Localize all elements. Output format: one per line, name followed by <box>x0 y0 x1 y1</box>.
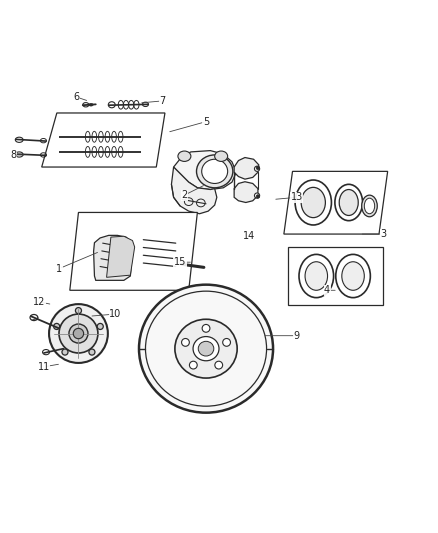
Ellipse shape <box>223 338 230 346</box>
Ellipse shape <box>89 349 95 355</box>
Ellipse shape <box>182 338 189 346</box>
Polygon shape <box>173 151 236 190</box>
Text: 10: 10 <box>109 309 121 319</box>
Ellipse shape <box>59 314 98 353</box>
Polygon shape <box>284 172 388 234</box>
Ellipse shape <box>339 190 358 215</box>
Ellipse shape <box>69 324 88 343</box>
Ellipse shape <box>342 262 364 290</box>
Ellipse shape <box>49 304 108 363</box>
Ellipse shape <box>256 166 260 169</box>
Ellipse shape <box>189 361 197 369</box>
Text: 13: 13 <box>291 192 303 203</box>
Ellipse shape <box>175 319 237 378</box>
Ellipse shape <box>198 341 214 356</box>
Polygon shape <box>171 167 217 214</box>
Ellipse shape <box>336 254 371 297</box>
Ellipse shape <box>295 180 332 225</box>
Polygon shape <box>234 158 259 179</box>
Ellipse shape <box>75 308 81 313</box>
Ellipse shape <box>202 159 228 183</box>
Text: 11: 11 <box>38 362 50 372</box>
Ellipse shape <box>364 198 374 214</box>
Ellipse shape <box>202 325 210 332</box>
Ellipse shape <box>335 184 363 221</box>
Polygon shape <box>70 213 198 290</box>
Ellipse shape <box>62 349 68 355</box>
Ellipse shape <box>97 324 103 329</box>
Text: 7: 7 <box>160 96 166 106</box>
Text: 12: 12 <box>33 297 46 307</box>
Ellipse shape <box>89 103 93 106</box>
Ellipse shape <box>215 361 223 369</box>
Ellipse shape <box>256 195 260 198</box>
Polygon shape <box>106 236 134 277</box>
Ellipse shape <box>301 188 325 217</box>
Ellipse shape <box>73 328 84 338</box>
Ellipse shape <box>53 324 60 329</box>
Ellipse shape <box>193 336 219 361</box>
Ellipse shape <box>139 285 273 413</box>
Ellipse shape <box>254 193 260 198</box>
Polygon shape <box>234 182 258 203</box>
Polygon shape <box>288 247 383 305</box>
Ellipse shape <box>362 195 377 217</box>
Text: 14: 14 <box>243 231 255 241</box>
Ellipse shape <box>254 166 260 172</box>
Text: 3: 3 <box>380 229 386 239</box>
Text: 6: 6 <box>73 92 79 102</box>
Ellipse shape <box>197 155 233 188</box>
Text: 9: 9 <box>294 330 300 341</box>
Ellipse shape <box>178 151 191 161</box>
Text: 5: 5 <box>203 117 209 127</box>
Text: 1: 1 <box>56 264 62 273</box>
Text: 2: 2 <box>181 190 187 200</box>
Ellipse shape <box>305 262 328 290</box>
Polygon shape <box>94 236 133 280</box>
Ellipse shape <box>215 151 228 161</box>
Text: 4: 4 <box>324 285 330 295</box>
Ellipse shape <box>299 254 334 297</box>
Text: 15: 15 <box>174 257 186 267</box>
Text: 8: 8 <box>11 150 17 160</box>
